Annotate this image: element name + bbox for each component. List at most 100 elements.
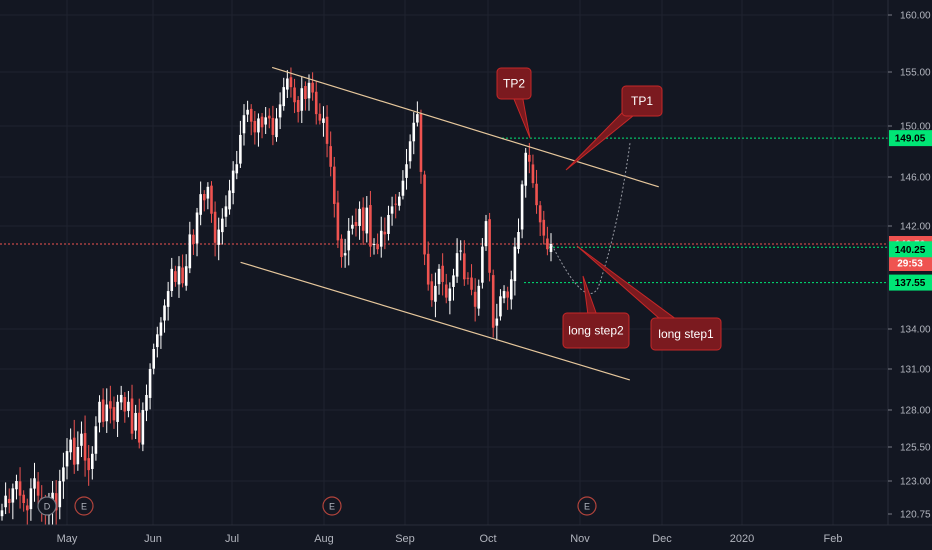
candle bbox=[408, 134, 412, 169]
callout-tp1[interactable]: TP1 bbox=[565, 85, 663, 171]
price-tick-label: 123.00 bbox=[900, 477, 931, 488]
candle bbox=[426, 241, 430, 291]
callout-label: long step2 bbox=[568, 324, 624, 338]
candle bbox=[36, 472, 40, 508]
svg-text:137.55: 137.55 bbox=[895, 278, 926, 289]
candle bbox=[156, 326, 159, 358]
candle bbox=[502, 285, 506, 304]
candle bbox=[206, 182, 210, 210]
candle bbox=[318, 103, 322, 125]
channel-upper-line[interactable] bbox=[271, 66, 659, 188]
candle bbox=[174, 265, 177, 287]
candle bbox=[228, 179, 231, 215]
candle bbox=[231, 161, 235, 205]
candle bbox=[109, 385, 112, 424]
candle bbox=[379, 216, 383, 258]
candle bbox=[322, 106, 325, 137]
projected-path bbox=[551, 142, 631, 294]
price-tick-label: 155.00 bbox=[900, 68, 931, 79]
candle bbox=[546, 226, 549, 256]
candle bbox=[506, 286, 509, 310]
event-marker-e[interactable]: E bbox=[577, 496, 597, 516]
candle bbox=[267, 108, 271, 129]
callout-label: TP1 bbox=[631, 94, 653, 108]
candle bbox=[517, 218, 520, 254]
candle bbox=[87, 445, 90, 486]
candle bbox=[296, 96, 300, 123]
candle bbox=[62, 452, 65, 499]
candle bbox=[477, 279, 481, 316]
price-tick-label: 131.00 bbox=[900, 365, 931, 376]
price-tick-label: 134.00 bbox=[900, 325, 931, 336]
candle bbox=[58, 469, 62, 520]
candle bbox=[412, 112, 416, 155]
candle bbox=[531, 154, 535, 188]
annotations[interactable]: TP2 TP1 long step2 long step1 bbox=[496, 67, 722, 351]
price-tag: 149.05 bbox=[889, 130, 932, 147]
event-marker-e[interactable]: E bbox=[322, 496, 342, 516]
candle bbox=[455, 238, 459, 283]
channel-lower-line[interactable] bbox=[240, 261, 630, 381]
candle bbox=[163, 299, 166, 333]
candle bbox=[365, 196, 369, 243]
event-marker-d[interactable]: D bbox=[37, 496, 57, 516]
callout-tp2[interactable]: TP2 bbox=[496, 67, 532, 139]
candle bbox=[224, 195, 228, 227]
candle bbox=[423, 170, 426, 266]
candle bbox=[300, 77, 304, 124]
callout-long-step1[interactable]: long step1 bbox=[576, 245, 722, 351]
callout-label: long step1 bbox=[658, 327, 714, 341]
price-tick-label: 150.00 bbox=[900, 122, 931, 133]
grid bbox=[0, 0, 888, 525]
candle bbox=[520, 180, 524, 239]
candle bbox=[351, 215, 354, 235]
candle bbox=[542, 210, 546, 245]
candle bbox=[390, 196, 394, 226]
svg-text:140.25: 140.25 bbox=[895, 245, 926, 256]
candle bbox=[354, 208, 358, 237]
candle bbox=[538, 201, 542, 236]
candle bbox=[304, 81, 307, 111]
candle bbox=[430, 273, 434, 307]
candle bbox=[473, 278, 477, 322]
candle bbox=[242, 104, 246, 146]
callout-label: TP2 bbox=[503, 77, 525, 91]
svg-text:149.05: 149.05 bbox=[895, 134, 926, 145]
price-tick-label: 146.00 bbox=[900, 173, 931, 184]
candle bbox=[509, 270, 513, 310]
candle bbox=[177, 256, 181, 298]
candle bbox=[398, 192, 401, 211]
candle bbox=[314, 80, 318, 125]
candle bbox=[260, 113, 264, 139]
svg-text:E: E bbox=[584, 502, 590, 512]
candle bbox=[116, 394, 119, 437]
event-marker-e[interactable]: E bbox=[74, 496, 94, 516]
callout-long-step2[interactable]: long step2 bbox=[562, 275, 630, 349]
trend-channel[interactable] bbox=[240, 66, 659, 381]
candle bbox=[535, 169, 538, 214]
time-axis-panel[interactable] bbox=[0, 525, 932, 550]
candle bbox=[141, 402, 145, 452]
candle bbox=[18, 467, 22, 509]
time-label: Feb bbox=[824, 533, 843, 545]
time-axis: May Jun Jul Aug Sep Oct Nov Dec 2020 Feb bbox=[57, 533, 843, 545]
time-label: Jul bbox=[225, 533, 239, 545]
candle bbox=[7, 488, 11, 514]
candle bbox=[148, 363, 152, 410]
price-tag: 140.25 bbox=[889, 241, 932, 258]
candle bbox=[123, 392, 127, 423]
candle bbox=[195, 207, 199, 257]
candle bbox=[199, 181, 202, 226]
time-label: May bbox=[57, 533, 78, 545]
price-axis: 160.00 155.00 150.00 146.00 142.00 134.00 131.… bbox=[888, 11, 931, 521]
candle bbox=[127, 390, 130, 418]
price-tick-label: 120.75 bbox=[900, 510, 931, 521]
svg-text:E: E bbox=[329, 502, 335, 512]
time-label: Dec bbox=[652, 533, 672, 545]
candle bbox=[311, 72, 314, 101]
candle bbox=[264, 106, 267, 135]
candle bbox=[257, 113, 260, 147]
